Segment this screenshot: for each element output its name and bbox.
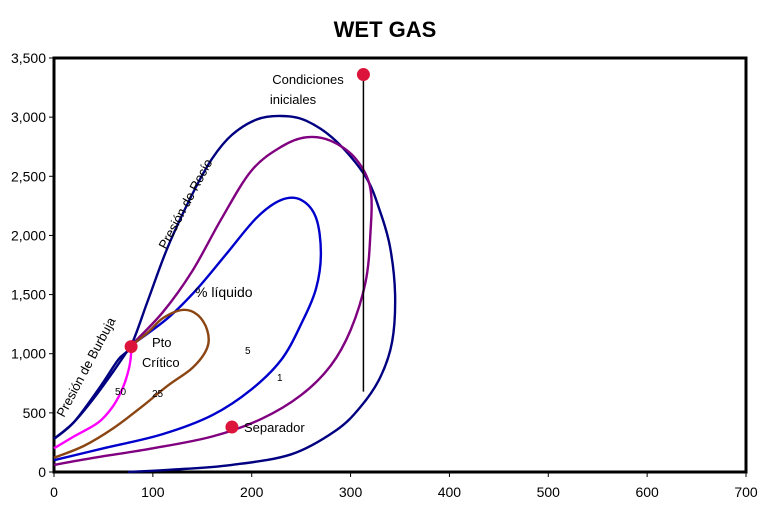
label-pto: Pto [152,335,172,350]
x-tick-label: 400 [438,484,462,500]
y-tick-label: 1,000 [11,346,46,362]
chart-title: WET GAS [334,17,437,42]
curve-presi-n-de-burbuja [53,344,133,440]
x-tick-label: 0 [50,484,58,500]
curves [53,74,397,474]
x-tick-label: 600 [635,484,659,500]
y-tick-label: 3,000 [11,109,46,125]
curve-25 [53,308,210,459]
x-tick-label: 100 [141,484,165,500]
y-tick-label: 3,500 [11,50,46,66]
x-tick-label: 300 [339,484,363,500]
curve-5 [53,196,323,462]
label-curve-25: 25 [152,389,164,400]
label-curve-5: 5 [245,346,251,357]
y-tick-label: 2,000 [11,227,46,243]
y-tick-label: 2,500 [11,168,46,184]
x-tick-label: 500 [537,484,561,500]
label-critico: Crítico [142,355,180,370]
label-iniciales: iniciales [270,92,317,107]
label-presion-burbuja: Presión de Burbuja [53,314,119,419]
axes: 0 500 1,000 1,500 2,000 2,500 3,000 3,500 0 100 20… [11,50,758,500]
markers [124,68,370,434]
curve-1 [53,135,373,467]
x-tick-label: 700 [734,484,758,500]
label-curve-50: 50 [115,387,127,398]
curve-50 [53,345,133,450]
point-separador [225,420,239,434]
label-curve-1: 1 [277,373,283,384]
x-tick-label: 200 [240,484,264,500]
point-pto-cr-tico [124,340,138,354]
label-porcentaje-liquido: % líquido [195,284,253,300]
y-tick-label: 500 [23,405,47,421]
label-separador: Separador [244,420,305,435]
point-condiciones-iniciales [356,68,370,82]
y-tick-label: 1,500 [11,287,46,303]
label-condiciones: Condiciones [272,72,344,87]
plot-frame [52,56,748,474]
label-presion-rocio: Presión de Rocío [155,156,215,251]
y-tick-label: 0 [38,464,46,480]
